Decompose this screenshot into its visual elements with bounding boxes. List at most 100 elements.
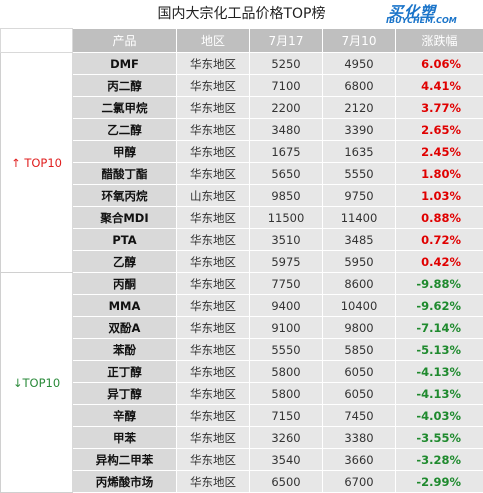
price-previous-cell: 5850 bbox=[323, 339, 396, 361]
column-header-change: 涨跌幅 bbox=[396, 29, 483, 53]
title-bar: 国内大宗化工品价格TOP榜 买化塑 IBUYCHEM.COM bbox=[0, 0, 483, 28]
logo-text-en: IBUYCHEM.COM bbox=[386, 16, 457, 25]
price-previous-cell: 3660 bbox=[323, 449, 396, 471]
price-previous-cell: 11400 bbox=[323, 207, 396, 229]
price-previous-cell: 4950 bbox=[323, 53, 396, 75]
price-previous-cell: 3390 bbox=[323, 119, 396, 141]
price-previous-cell: 6700 bbox=[323, 471, 396, 493]
product-cell: 双酚A bbox=[73, 317, 177, 339]
price-current-cell: 11500 bbox=[250, 207, 323, 229]
price-previous-cell: 9750 bbox=[323, 185, 396, 207]
price-current-cell: 7100 bbox=[250, 75, 323, 97]
price-current-cell: 5650 bbox=[250, 163, 323, 185]
column-header-date-previous: 7月10 bbox=[323, 29, 396, 53]
region-cell: 华东地区 bbox=[177, 361, 250, 383]
price-current-cell: 3260 bbox=[250, 427, 323, 449]
change-cell: -4.13% bbox=[396, 383, 483, 405]
region-cell: 华东地区 bbox=[177, 53, 250, 75]
price-previous-cell: 7450 bbox=[323, 405, 396, 427]
price-previous-cell: 10400 bbox=[323, 295, 396, 317]
product-cell: 环氧丙烷 bbox=[73, 185, 177, 207]
price-current-cell: 9100 bbox=[250, 317, 323, 339]
price-previous-cell: 5950 bbox=[323, 251, 396, 273]
region-cell: 华东地区 bbox=[177, 207, 250, 229]
price-current-cell: 3480 bbox=[250, 119, 323, 141]
product-cell: 甲苯 bbox=[73, 427, 177, 449]
region-cell: 山东地区 bbox=[177, 185, 250, 207]
column-header-region: 地区 bbox=[177, 29, 250, 53]
region-cell: 华东地区 bbox=[177, 383, 250, 405]
price-previous-cell: 5550 bbox=[323, 163, 396, 185]
product-cell: 辛醇 bbox=[73, 405, 177, 427]
product-cell: 甲醇 bbox=[73, 141, 177, 163]
table-header-row: 产品 地区 7月17 7月10 涨跌幅 bbox=[1, 29, 483, 53]
product-cell: 丙二醇 bbox=[73, 75, 177, 97]
product-cell: 丙酮 bbox=[73, 273, 177, 295]
price-current-cell: 9400 bbox=[250, 295, 323, 317]
change-cell: 0.42% bbox=[396, 251, 483, 273]
change-cell: 0.72% bbox=[396, 229, 483, 251]
change-cell: 2.65% bbox=[396, 119, 483, 141]
change-cell: 1.80% bbox=[396, 163, 483, 185]
column-header-date-current: 7月17 bbox=[250, 29, 323, 53]
header-blank-cell bbox=[1, 29, 73, 53]
change-cell: 6.06% bbox=[396, 53, 483, 75]
change-cell: 2.45% bbox=[396, 141, 483, 163]
change-cell: -9.88% bbox=[396, 273, 483, 295]
price-current-cell: 5250 bbox=[250, 53, 323, 75]
region-cell: 华东地区 bbox=[177, 251, 250, 273]
price-current-cell: 5800 bbox=[250, 361, 323, 383]
price-current-cell: 7150 bbox=[250, 405, 323, 427]
product-cell: 醋酸丁酯 bbox=[73, 163, 177, 185]
price-current-cell: 5975 bbox=[250, 251, 323, 273]
product-cell: 乙二醇 bbox=[73, 119, 177, 141]
product-cell: 乙醇 bbox=[73, 251, 177, 273]
change-cell: -5.13% bbox=[396, 339, 483, 361]
change-cell: 1.03% bbox=[396, 185, 483, 207]
region-cell: 华东地区 bbox=[177, 163, 250, 185]
change-cell: 3.77% bbox=[396, 97, 483, 119]
product-cell: PTA bbox=[73, 229, 177, 251]
change-cell: -4.03% bbox=[396, 405, 483, 427]
region-cell: 华东地区 bbox=[177, 427, 250, 449]
region-cell: 华东地区 bbox=[177, 295, 250, 317]
price-current-cell: 5800 bbox=[250, 383, 323, 405]
price-current-cell: 1675 bbox=[250, 141, 323, 163]
product-cell: DMF bbox=[73, 53, 177, 75]
price-previous-cell: 1635 bbox=[323, 141, 396, 163]
change-cell: 0.88% bbox=[396, 207, 483, 229]
change-cell: -2.99% bbox=[396, 471, 483, 493]
price-current-cell: 9850 bbox=[250, 185, 323, 207]
region-cell: 华东地区 bbox=[177, 119, 250, 141]
group-label-up: ↑ TOP10 bbox=[1, 53, 73, 273]
region-cell: 华东地区 bbox=[177, 317, 250, 339]
region-cell: 华东地区 bbox=[177, 339, 250, 361]
price-current-cell: 2200 bbox=[250, 97, 323, 119]
change-cell: -7.14% bbox=[396, 317, 483, 339]
price-current-cell: 6500 bbox=[250, 471, 323, 493]
price-previous-cell: 8600 bbox=[323, 273, 396, 295]
price-previous-cell: 6800 bbox=[323, 75, 396, 97]
price-current-cell: 3540 bbox=[250, 449, 323, 471]
region-cell: 华东地区 bbox=[177, 449, 250, 471]
price-previous-cell: 9800 bbox=[323, 317, 396, 339]
region-cell: 华东地区 bbox=[177, 75, 250, 97]
change-cell: -3.55% bbox=[396, 427, 483, 449]
product-cell: 异构二甲苯 bbox=[73, 449, 177, 471]
